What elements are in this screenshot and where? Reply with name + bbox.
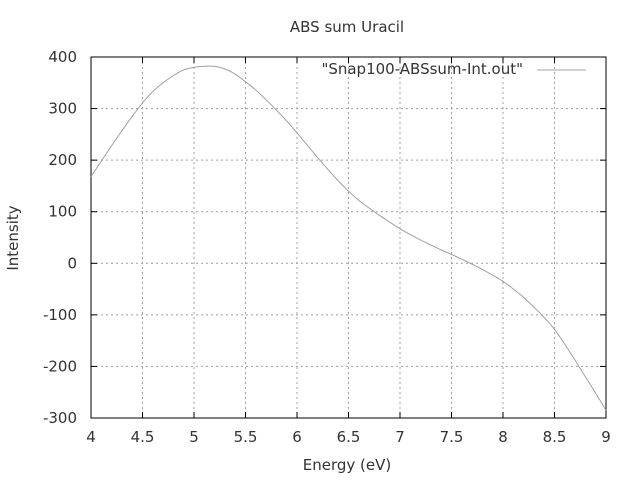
y-tick-label: -200: [43, 357, 77, 375]
y-tick-label: 400: [48, 48, 77, 66]
y-tick-label: 0: [67, 254, 77, 272]
chart-title: ABS sum Uracil: [290, 18, 404, 36]
y-axis-title: Intensity: [4, 205, 22, 270]
x-tick-label: 9: [601, 428, 611, 446]
x-tick-label: 7.5: [440, 428, 464, 446]
x-tick-label: 5: [189, 428, 199, 446]
x-axis-title: Energy (eV): [303, 456, 391, 474]
x-tick-label: 8.5: [543, 428, 567, 446]
tick-labels: 4 4.5 5 5.5 6 6.5 7 7.5 8 8.5 9 -300 -200 -100 0 100 200…: [43, 48, 611, 446]
x-tick-label: 6.5: [337, 428, 361, 446]
legend: "Snap100-ABSsum-Int.out": [321, 60, 586, 78]
y-tick-label: -100: [43, 306, 77, 324]
x-tick-label: 4: [86, 428, 96, 446]
grid-lines: [91, 57, 606, 418]
x-tick-label: 8: [498, 428, 508, 446]
x-tick-label: 6: [292, 428, 302, 446]
legend-label: "Snap100-ABSsum-Int.out": [321, 60, 523, 78]
y-tick-label: 200: [48, 151, 77, 169]
y-tick-label: -300: [43, 409, 77, 427]
x-tick-label: 7: [395, 428, 405, 446]
x-tick-label: 4.5: [131, 428, 155, 446]
series-line-0: [90, 65, 607, 411]
axis-ticks: [90, 56, 607, 419]
x-tick-label: 5.5: [234, 428, 258, 446]
y-tick-label: 100: [48, 203, 77, 221]
y-tick-label: 300: [48, 100, 77, 118]
series-layer: [90, 65, 607, 411]
